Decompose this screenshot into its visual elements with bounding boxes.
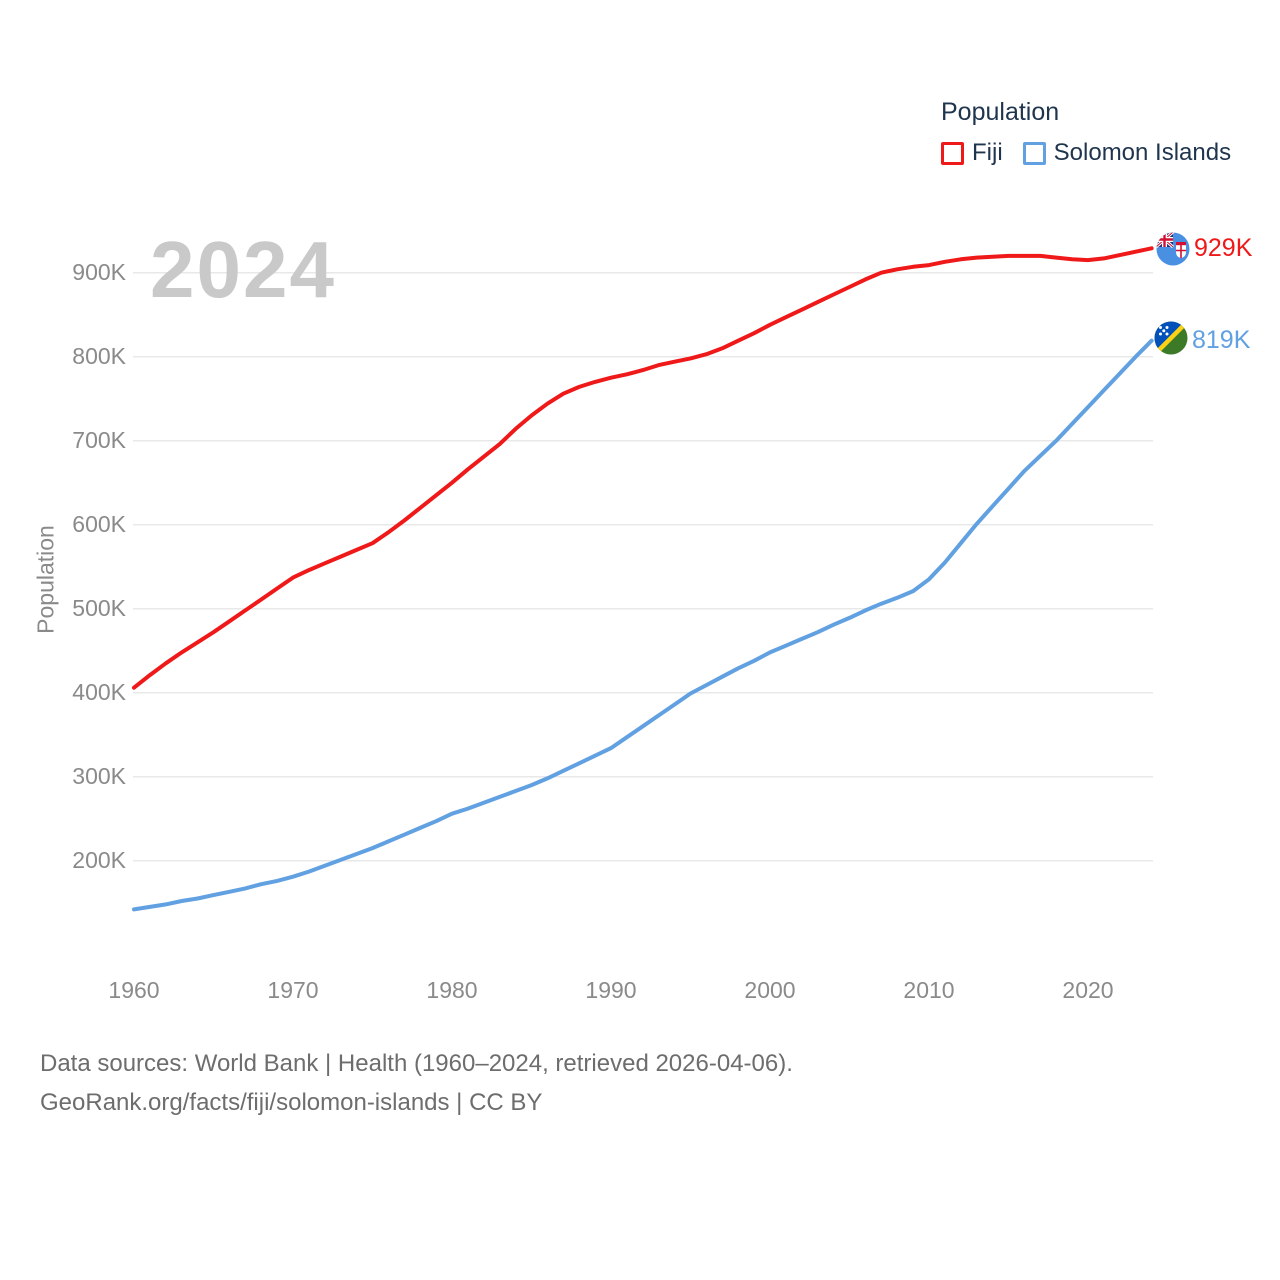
union-jack xyxy=(1156,232,1174,249)
y-tick-700K: 700K xyxy=(72,426,126,453)
solomon-islands-end-value: 819K xyxy=(1192,326,1251,354)
fiji-swatch-icon xyxy=(941,141,964,165)
y-tick-300K: 300K xyxy=(72,762,126,789)
legend: Population Fiji Solomon Islands xyxy=(941,98,1231,167)
fiji-shield xyxy=(1176,242,1186,258)
x-tick-1980: 1980 xyxy=(426,977,478,1003)
y-tick-400K: 400K xyxy=(72,678,126,705)
x-tick-1960: 1960 xyxy=(108,977,160,1003)
legend-item-fiji[interactable]: Fiji xyxy=(941,139,1003,167)
solomon-islands-swatch-icon xyxy=(1022,141,1046,165)
x-tick-2010: 2010 xyxy=(903,977,955,1003)
legend-label: Solomon Islands xyxy=(1053,139,1232,166)
y-tick-600K: 600K xyxy=(72,510,126,537)
x-tick-1970: 1970 xyxy=(267,977,319,1003)
x-tick-2020: 2020 xyxy=(1062,977,1114,1003)
fiji-end-value: 929K xyxy=(1194,234,1253,262)
y-tick-900K: 900K xyxy=(72,258,126,285)
legend-title: Population xyxy=(941,98,1060,126)
stars xyxy=(1159,326,1169,336)
y-tick-200K: 200K xyxy=(72,846,126,873)
y-tick-500K: 500K xyxy=(72,594,126,621)
solomon-islands-flag-icon xyxy=(1154,321,1188,355)
watermark-year: 2024 xyxy=(150,225,336,314)
gridlines xyxy=(133,271,1153,862)
x-tick-1990: 1990 xyxy=(585,977,637,1003)
attribution-line: GeoRank.org/facts/fiji/solomon-islands |… xyxy=(40,1089,543,1116)
x-tick-2000: 2000 xyxy=(744,977,796,1003)
solomon-islands-line[interactable] xyxy=(132,338,1154,912)
legend-item-solomon-islands[interactable]: Solomon Islands xyxy=(1022,139,1232,167)
data-sources-line: Data sources: World Bank | Health (1960–… xyxy=(40,1050,793,1077)
y-tick-800K: 800K xyxy=(72,342,126,369)
fiji-line[interactable] xyxy=(132,246,1154,690)
fiji-flag-icon xyxy=(1156,232,1190,266)
legend-label: Fiji xyxy=(972,139,1003,166)
footer: Data sources: World Bank | Health (1960–… xyxy=(40,1044,793,1122)
